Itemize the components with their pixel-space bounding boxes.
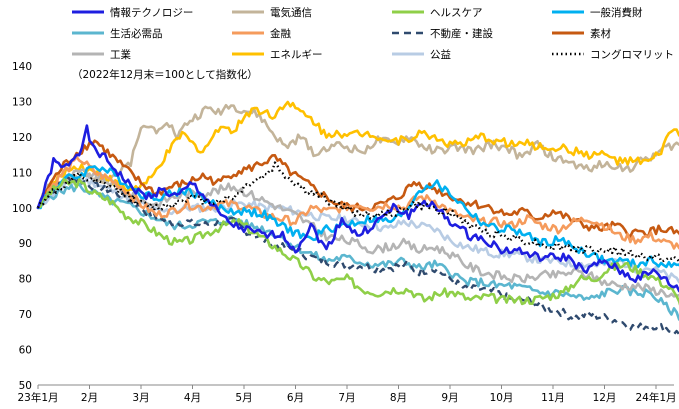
x-tick-label: 5月 [235, 392, 252, 404]
series-line [36, 103, 679, 210]
series-line [36, 182, 679, 321]
x-tick-label: 4月 [184, 392, 201, 404]
series-line [36, 100, 679, 210]
series-line [36, 177, 679, 306]
legend-label: エネルギー [270, 49, 323, 61]
legend-item: 素材 [552, 27, 611, 40]
x-tick-label: 23年1月 [17, 391, 58, 404]
legend-label: 公益 [430, 48, 451, 61]
legend-item: ヘルスケア [392, 7, 483, 19]
y-tick-label: 110 [12, 167, 32, 179]
x-tick-label: 9月 [441, 392, 458, 404]
legend-item: コングロマリット [552, 48, 674, 61]
legend-label: 生活必需品 [110, 27, 163, 40]
x-tick-label: 2月 [81, 392, 98, 404]
series-line [36, 175, 679, 337]
legend-item: 情報テクノロジー [72, 6, 193, 19]
y-tick-label: 120 [12, 132, 32, 144]
y-tick-label: 80 [19, 274, 32, 286]
y-tick-label: 50 [19, 380, 32, 392]
legend-label: 素材 [590, 27, 611, 40]
legend-label: 工業 [110, 48, 131, 61]
x-tick-label: 8月 [390, 392, 407, 404]
y-tick-label: 70 [19, 309, 32, 321]
y-tick-label: 60 [19, 345, 32, 357]
x-tick-label: 6月 [287, 392, 304, 404]
legend-item: 不動産・建設 [392, 27, 493, 40]
y-tick-label: 130 [12, 96, 32, 108]
legend-label: 電気通信 [270, 6, 312, 19]
legend-item: 電気通信 [232, 6, 312, 19]
series-line [36, 124, 679, 293]
legend-item: エネルギー [232, 49, 323, 61]
y-tick-label: 90 [19, 238, 32, 250]
x-tick-label: 7月 [338, 392, 355, 404]
x-tick-label: 12月 [593, 392, 617, 404]
x-axis: 23年1月 2月 3月 4月 5月 6月 7月 8月 9月 10月 11月 12月 24年1月 [17, 384, 677, 404]
legend-label: 不動産・建設 [430, 27, 493, 40]
x-tick-label: 10月 [490, 392, 514, 404]
series-line [36, 155, 679, 250]
legend-item: 金融 [232, 27, 291, 40]
legend-label: 情報テクノロジー [110, 6, 193, 19]
y-tick-label: 140 [12, 61, 32, 73]
plot-area [36, 100, 679, 337]
x-tick-label: 11月 [541, 392, 565, 404]
legend-item: 公益 [392, 48, 451, 61]
y-tick-label: 100 [12, 203, 32, 215]
legend-item: 生活必需品 [72, 27, 163, 40]
x-tick-label: 24年1月 [635, 391, 676, 404]
chart-annotation: （2022年12月末＝100として指数化） [72, 68, 258, 81]
x-tick-label: 3月 [132, 392, 149, 404]
legend-item: 工業 [72, 48, 131, 61]
legend-label: コングロマリット [590, 48, 674, 61]
legend-label: 金融 [270, 27, 291, 40]
series-line [36, 165, 679, 269]
y-axis: 50 60 70 80 90 100 110 120 130 140 [12, 61, 32, 392]
series-line [36, 161, 679, 263]
legend-label: 一般消費財 [590, 6, 643, 19]
legend-item: 一般消費財 [552, 6, 643, 19]
legend-label: ヘルスケア [430, 7, 483, 19]
